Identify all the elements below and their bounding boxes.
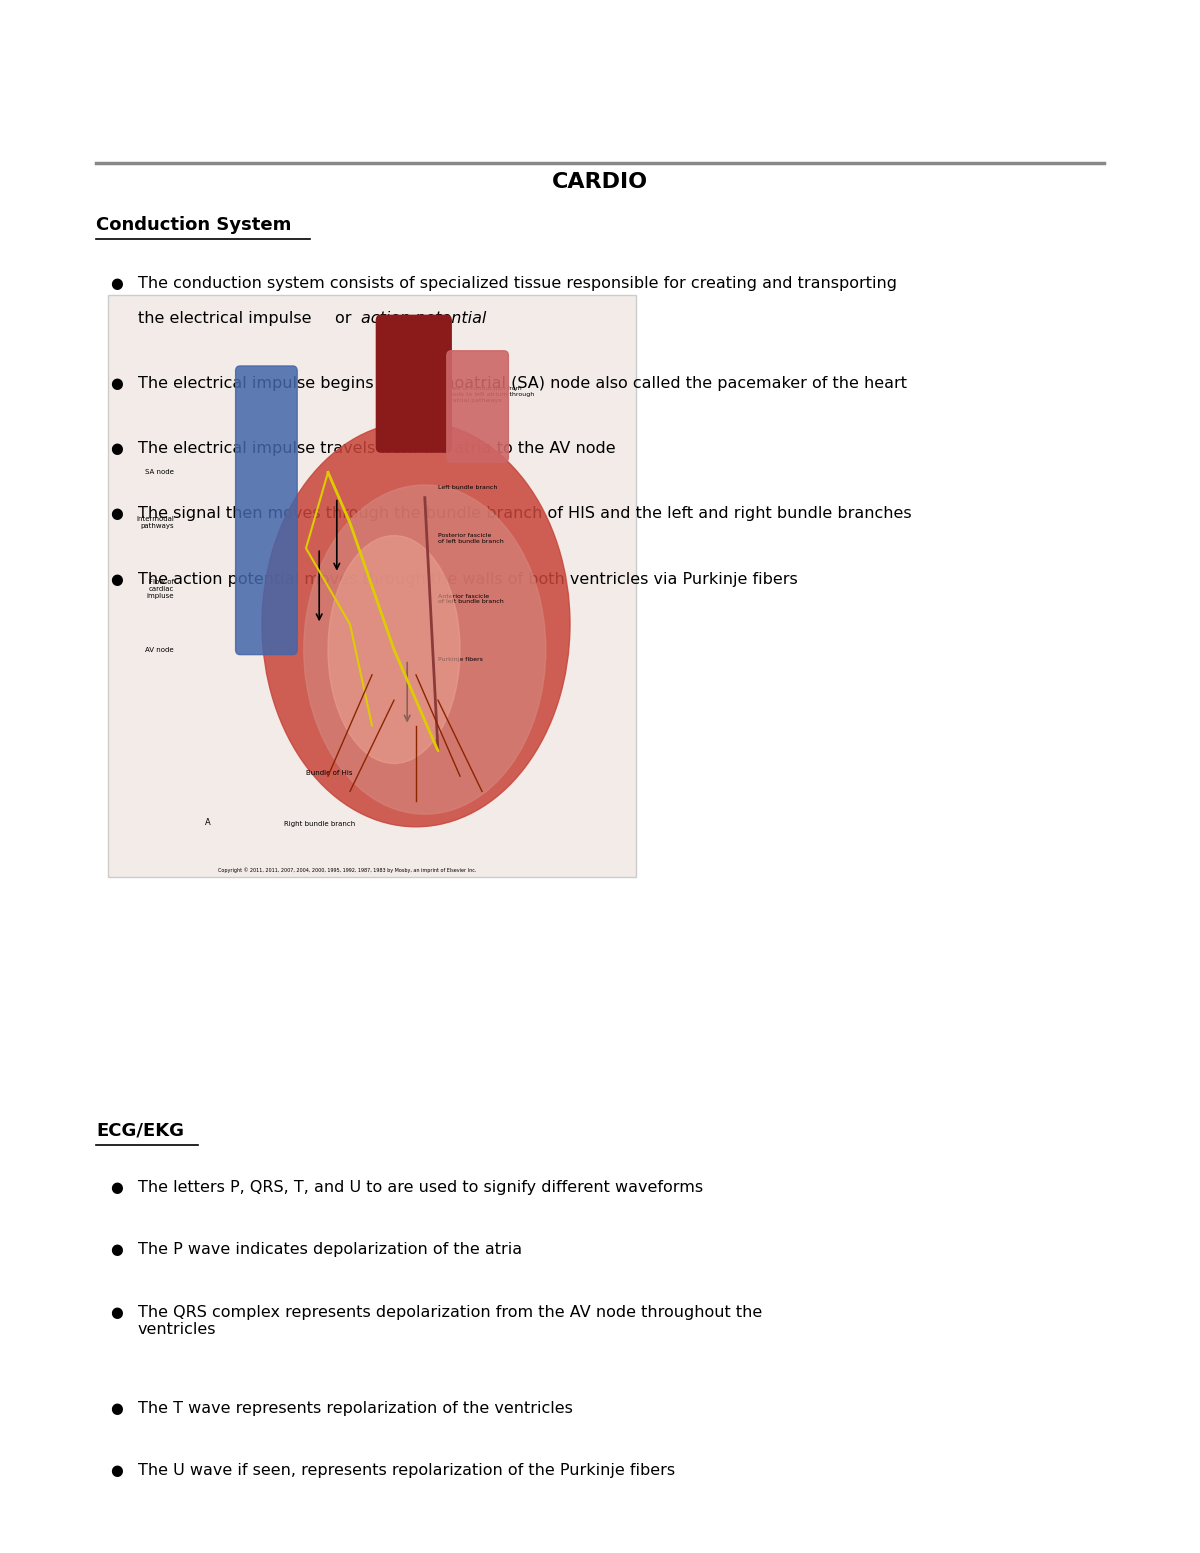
Text: or: or — [335, 311, 356, 326]
Text: The action potential moves through the walls of both ventricles via Purkinje fib: The action potential moves through the w… — [138, 572, 798, 587]
Text: The U wave if seen, represents repolarization of the Purkinje fibers: The U wave if seen, represents repolariz… — [138, 1463, 676, 1478]
Text: Conduction System: Conduction System — [96, 216, 292, 235]
Text: ●: ● — [110, 276, 122, 292]
Text: The letters P, QRS, T, and U to are used to signify different waveforms: The letters P, QRS, T, and U to are used… — [138, 1180, 703, 1196]
Text: Posterior fascicle
of left bundle branch: Posterior fascicle of left bundle branch — [438, 533, 504, 544]
Text: action potential: action potential — [361, 311, 486, 326]
Text: ●: ● — [110, 572, 122, 587]
Text: ●: ● — [110, 376, 122, 391]
Text: CARDIO: CARDIO — [552, 172, 648, 191]
Text: ●: ● — [110, 1180, 122, 1196]
Text: Copyright © 2011, 2011, 2007, 2004, 2000, 1995, 1992, 1987, 1983 by Mosby, an im: Copyright © 2011, 2011, 2007, 2004, 2000… — [218, 867, 476, 873]
Text: Left bundle branch: Left bundle branch — [438, 485, 497, 491]
Text: The electrical impulse travels from the atria to the AV node: The electrical impulse travels from the … — [138, 441, 616, 457]
Text: ECG/EKG: ECG/EKG — [96, 1121, 184, 1140]
FancyBboxPatch shape — [446, 351, 509, 463]
Ellipse shape — [328, 536, 460, 764]
Text: The electrical impulse begins at the sinoatrial (SA) node also called the pacema: The electrical impulse begins at the sin… — [138, 376, 907, 391]
Text: ●: ● — [110, 506, 122, 522]
Text: Bundle of His: Bundle of His — [306, 770, 353, 776]
Text: ●: ● — [110, 1242, 122, 1258]
Text: ●: ● — [110, 441, 122, 457]
Text: Spread of conduction from
SA node to left atrium through
interatrial pathways: Spread of conduction from SA node to lef… — [438, 387, 534, 402]
Text: ●: ● — [110, 1401, 122, 1416]
Text: Intermodal
pathways: Intermodal pathways — [136, 517, 174, 530]
Text: The P wave indicates depolarization of the atria: The P wave indicates depolarization of t… — [138, 1242, 522, 1258]
Text: ●: ● — [110, 1305, 122, 1320]
Text: the electrical impulse: the electrical impulse — [138, 311, 317, 326]
Text: Flow of
cardiac
impluse: Flow of cardiac impluse — [146, 579, 174, 599]
Text: Purkinje fibers: Purkinje fibers — [438, 657, 482, 662]
Text: Right bundle branch: Right bundle branch — [284, 822, 355, 826]
Ellipse shape — [262, 422, 570, 826]
Text: AV node: AV node — [145, 646, 174, 652]
Text: The T wave represents repolarization of the ventricles: The T wave represents repolarization of … — [138, 1401, 572, 1416]
Text: SA node: SA node — [145, 469, 174, 475]
Ellipse shape — [304, 485, 546, 814]
Text: The QRS complex represents depolarization from the AV node throughout the
ventri: The QRS complex represents depolarizatio… — [138, 1305, 762, 1337]
FancyBboxPatch shape — [235, 367, 298, 655]
Bar — [108, 295, 636, 877]
Text: Anterior fascicle
of left bundle branch: Anterior fascicle of left bundle branch — [438, 593, 504, 604]
FancyBboxPatch shape — [377, 315, 451, 452]
Text: ●: ● — [110, 1463, 122, 1478]
Text: A: A — [205, 818, 210, 826]
Text: The signal then moves through the bundle branch of HIS and the left and right bu: The signal then moves through the bundle… — [138, 506, 912, 522]
Text: The conduction system consists of specialized tissue responsible for creating an: The conduction system consists of specia… — [138, 276, 898, 292]
